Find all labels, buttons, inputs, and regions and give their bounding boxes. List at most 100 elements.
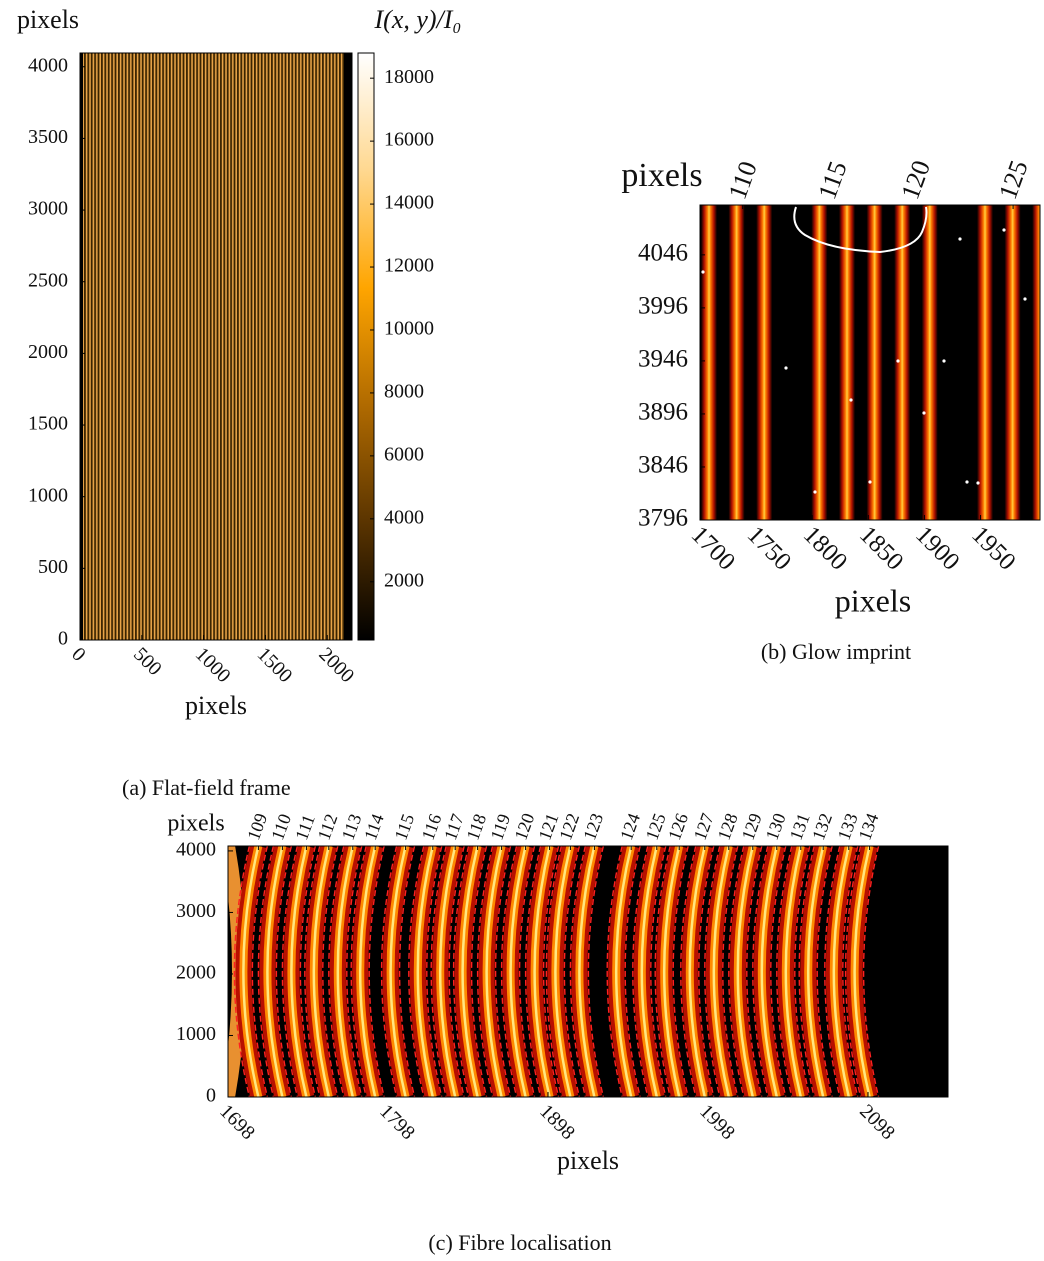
fibre-trace-peak [614, 846, 633, 1097]
axes-frame [79, 52, 353, 641]
fibre-trace-peak [266, 846, 284, 1097]
x2-tick-label: 116 [418, 811, 446, 843]
x-axis-label: pixels [185, 691, 247, 720]
colorbar [357, 52, 375, 641]
fibre-stripe [701, 205, 717, 520]
x2-tick-label: 130 [762, 811, 790, 843]
fibre-boundary [824, 846, 841, 1097]
y-tick-label: 2000 [176, 962, 216, 984]
fibre-stripe [866, 205, 883, 520]
y-tick-label: 4046 [638, 240, 688, 267]
x2-tick-label: 120 [895, 157, 936, 204]
fibre-stripe [894, 205, 911, 520]
fibre-boundary [398, 846, 416, 1097]
y-tick-label: 3796 [638, 505, 688, 532]
fibre-stripe [756, 205, 773, 520]
fibre-boundary [542, 846, 560, 1097]
x-tick-label: 1900 [910, 521, 964, 575]
image-edge [344, 53, 352, 640]
speckle [976, 481, 980, 485]
y-tick-label: 1000 [28, 484, 68, 506]
x-tick-label: 1000 [191, 643, 235, 687]
x-tick-label: 1998 [695, 1100, 739, 1144]
x-tick-label: 1500 [253, 643, 297, 687]
fibre-boundary [328, 846, 345, 1097]
x-axis-label: pixels [557, 1146, 619, 1175]
fibre-boundary [650, 846, 667, 1097]
fibre-boundary [350, 846, 367, 1097]
fibre-boundary [380, 846, 398, 1097]
x2-tick-label: 110 [267, 811, 295, 843]
y-tick-label: 3000 [28, 198, 68, 220]
fibre-boundary [233, 846, 251, 1097]
fibre-boundary [654, 846, 671, 1097]
caption: (c) Fibre localisation [428, 1230, 611, 1255]
fibre-boundary [704, 846, 721, 1097]
fibre-boundary [842, 846, 859, 1097]
y-tick-label: 2500 [28, 269, 68, 291]
fibre-boundary [563, 846, 581, 1097]
x-tick-label: 0 [67, 643, 90, 666]
speckle [922, 411, 926, 415]
fibre-trace-peak [389, 846, 407, 1097]
x2-tick-label: 124 [616, 811, 644, 843]
axes-frame [227, 845, 949, 1098]
y-tick-label: 500 [38, 556, 68, 578]
fibre-trace-peak [806, 846, 825, 1097]
fibre-trace-peak [461, 846, 479, 1097]
fibre-boundary [624, 846, 641, 1097]
speckle [813, 490, 817, 494]
y-tick-label: 3946 [638, 346, 688, 373]
x2-tick-label: 110 [723, 157, 763, 203]
speckle [958, 237, 962, 241]
x2-tick-label: 134 [854, 811, 882, 843]
fibre-trace-peak [578, 846, 596, 1097]
image-edge [80, 53, 83, 640]
fibre-trace-peak [853, 846, 871, 1097]
speckle [849, 398, 853, 402]
fibre-trace-peak [485, 846, 503, 1097]
y-tick-label: 1000 [176, 1023, 216, 1045]
speckle [1023, 297, 1027, 301]
fibre-boundary [587, 846, 605, 1097]
y-tick-label: 1500 [28, 413, 68, 435]
x-tick-label: 500 [129, 643, 166, 680]
fibre-boundary [257, 846, 275, 1097]
y-tick-label: 3896 [638, 399, 688, 426]
fibre-trace-peak [784, 846, 803, 1097]
speckle [965, 480, 969, 484]
colorbar-tick-label: 2000 [384, 569, 424, 591]
colorbar-tick-label: 18000 [384, 66, 434, 88]
fibre-boundary [844, 846, 862, 1097]
x2-tick-label: 114 [360, 811, 388, 843]
fibre-boundary [494, 846, 512, 1097]
y-tick-label: 3000 [176, 900, 216, 922]
y-axis-label: pixels [17, 5, 79, 34]
fibre-trace-peak [688, 846, 707, 1097]
x-tick-label: 1700 [686, 521, 740, 575]
fibre-boundary [448, 846, 465, 1097]
fibre-boundary [632, 846, 649, 1097]
fibre-boundary [476, 846, 494, 1097]
fibre-boundary [728, 846, 745, 1097]
x-tick-label: 2000 [314, 643, 358, 687]
y-axis-label: pixels [167, 811, 224, 837]
x2-tick-label: 131 [786, 811, 814, 843]
y-tick-label: 0 [206, 1085, 216, 1107]
fibre-trace-peak [832, 846, 851, 1097]
x2-tick-label: 126 [664, 811, 692, 843]
fibre-boundary [752, 846, 769, 1097]
x2-tick-label: 109 [243, 811, 271, 843]
fibre-boundary [680, 846, 697, 1097]
fibre-boundary [299, 846, 317, 1097]
x2-tick-label: 129 [738, 811, 766, 843]
fibre-trace-peak [242, 846, 260, 1097]
x-tick-label: 1950 [966, 521, 1020, 575]
x2-tick-label: 117 [440, 811, 468, 843]
y-tick-label: 4000 [28, 54, 68, 76]
fibre-boundary [672, 846, 689, 1097]
fibre-stripe [811, 205, 828, 520]
colorbar-tick-label: 8000 [384, 381, 424, 403]
